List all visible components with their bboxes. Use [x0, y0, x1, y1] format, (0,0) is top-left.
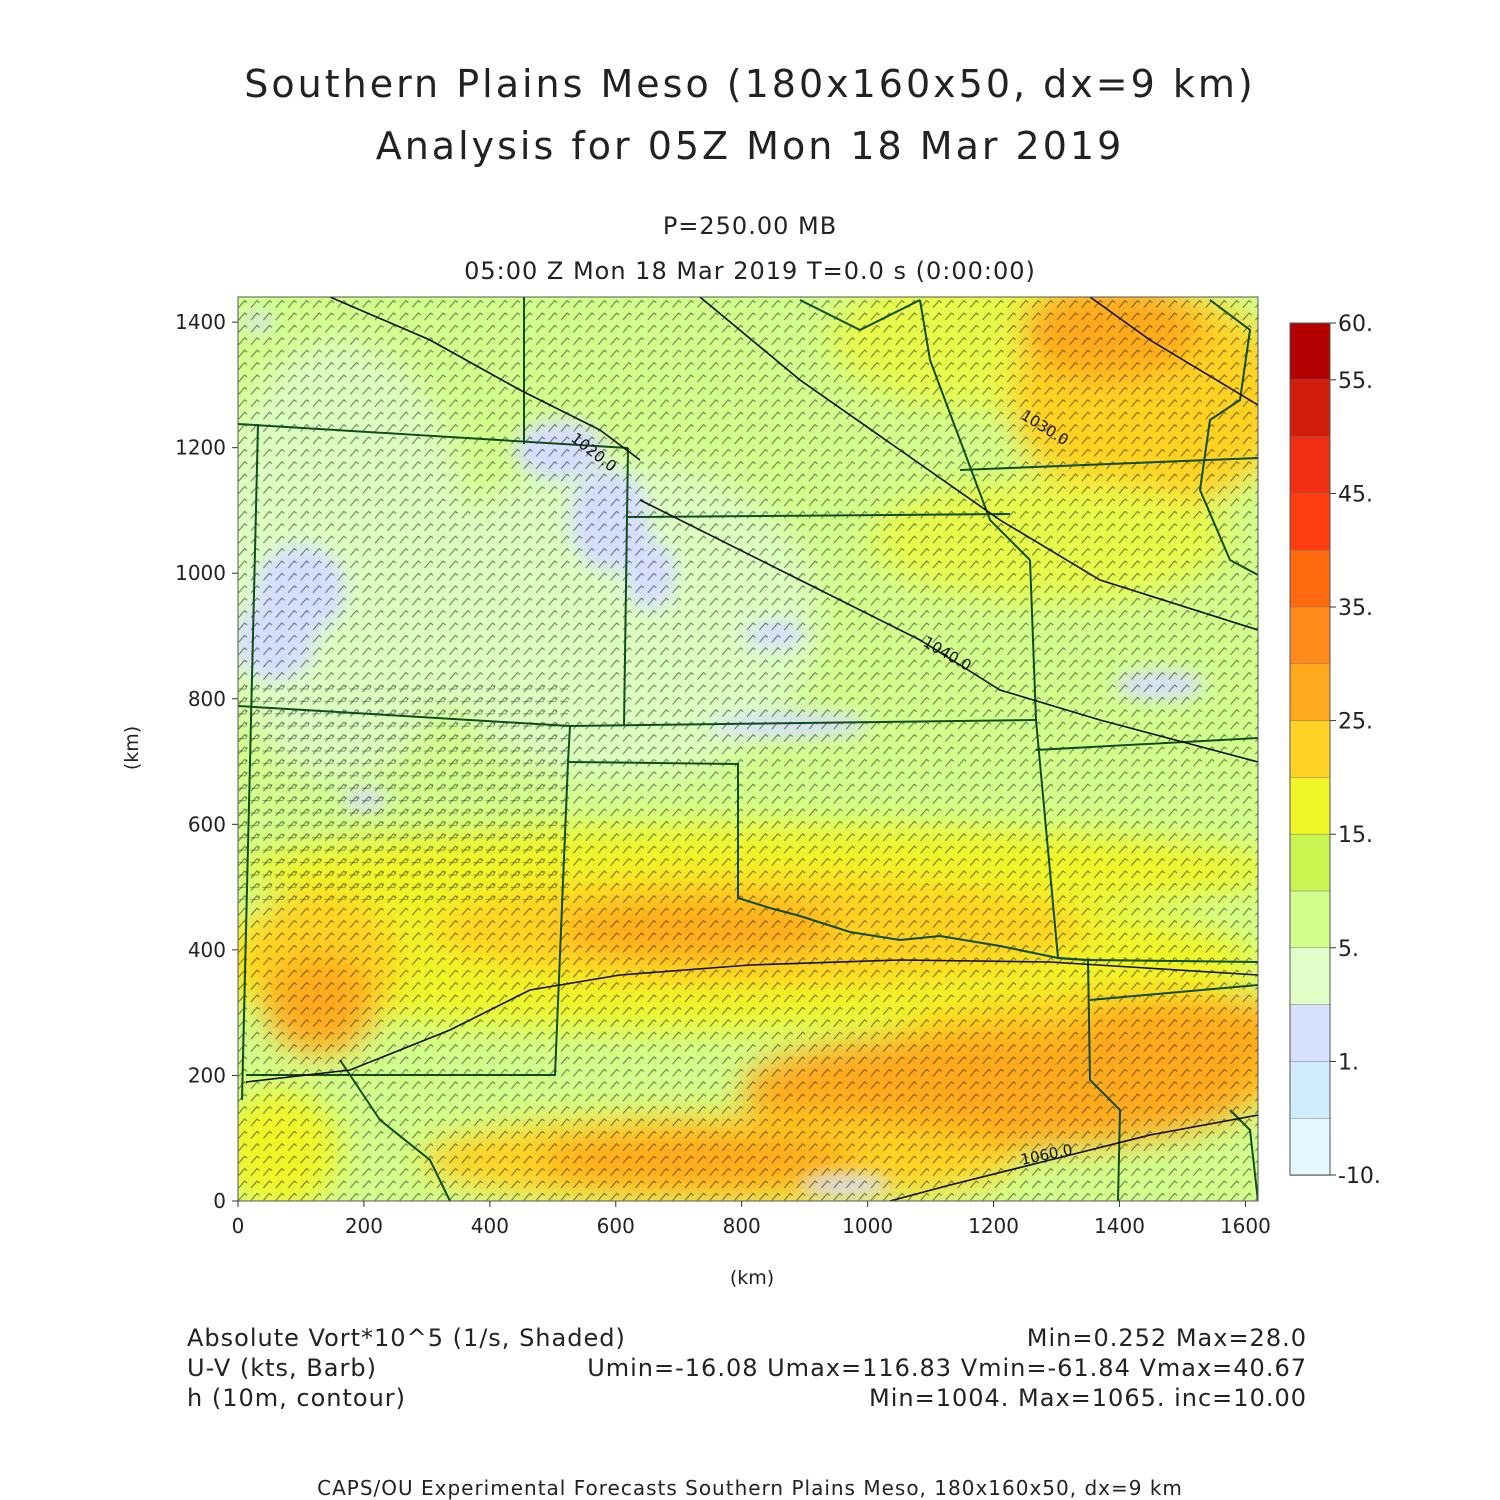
colorbar-label: 15. [1338, 823, 1373, 848]
x-tick-label: 1000 [842, 1214, 893, 1238]
colorbar-swatch [1289, 549, 1331, 608]
colorbar-swatch [1289, 720, 1331, 779]
colorbar-swatch [1289, 436, 1331, 495]
colorbar-swatch [1289, 833, 1331, 892]
colorbar-swatch [1289, 947, 1331, 1006]
colorbar-frame [1289, 322, 1331, 1176]
legend-field3: h (10m, contour) [187, 1384, 407, 1412]
colorbar-swatch [1289, 322, 1331, 381]
legend-field1: Absolute Vort*10^5 (1/s, Shaded) [187, 1324, 626, 1352]
colorbar-label: 1. [1338, 1050, 1359, 1075]
plot-subtitle: Analysis for 05Z Mon 18 Mar 2019 [375, 124, 1125, 168]
y-tick-label: 1200 [175, 436, 226, 460]
colorbar-swatch [1289, 663, 1331, 722]
x-tick-label: 1200 [968, 1214, 1019, 1238]
colorbar-swatch [1289, 890, 1331, 949]
state-boundaries [238, 297, 1258, 1201]
y-tick-label: 200 [188, 1063, 226, 1087]
y-tick-label: 800 [188, 687, 226, 711]
colorbar-swatch [1289, 1004, 1331, 1063]
pressure-level: P=250.00 MB [662, 212, 838, 240]
plot-title: Southern Plains Meso (180x160x50, dx=9 k… [244, 62, 1256, 106]
legend-field2: U-V (kts, Barb) [187, 1354, 377, 1382]
x-tick-label: 1600 [1220, 1214, 1271, 1238]
x-axis: 0 200 400 600 800 1000 1200 1400 1600 [232, 1201, 1271, 1238]
x-axis-label: (km) [730, 1267, 774, 1289]
x-tick-label: 400 [471, 1214, 509, 1238]
y-tick-label: 400 [188, 938, 226, 962]
legend-field1-stats: Min=0.252 Max=28.0 [1026, 1324, 1307, 1352]
colorbar: 60. 55. 45. 35. 25. 15. 5. 1. -10. [1289, 312, 1381, 1189]
valid-time: 05:00 Z Mon 18 Mar 2019 T=0.0 s (0:00:00… [464, 257, 1036, 285]
legend-field2-stats: Umin=-16.08 Umax=116.83 Vmin=-61.84 Vmax… [587, 1354, 1307, 1382]
colorbar-swatch [1289, 1061, 1331, 1119]
x-tick-label: 200 [345, 1214, 383, 1238]
height-contours [245, 297, 1258, 1201]
colorbar-label: 35. [1338, 596, 1373, 621]
colorbar-label: 5. [1338, 937, 1359, 962]
legend-field3-stats: Min=1004. Max=1065. inc=10.00 [869, 1384, 1307, 1412]
y-tick-label: 600 [188, 812, 226, 836]
y-axis: 0 200 400 600 800 1000 1200 1400 [175, 310, 238, 1213]
y-axis-label: (km) [121, 726, 143, 770]
map-panel: 1020.0 1030.0 1040.0 1060.0 [237, 296, 1259, 1202]
colorbar-swatch [1289, 1117, 1331, 1176]
footer-credit: CAPS/OU Experimental Forecasts Southern … [317, 1476, 1183, 1500]
colorbar-label: 45. [1338, 482, 1373, 507]
x-tick-label: 0 [232, 1214, 245, 1238]
x-tick-label: 600 [597, 1214, 635, 1238]
x-tick-label: 800 [723, 1214, 761, 1238]
colorbar-swatch [1289, 606, 1331, 665]
x-tick-label: 1400 [1094, 1214, 1145, 1238]
plot-frame [237, 296, 1259, 1202]
y-tick-label: 1000 [175, 561, 226, 585]
colorbar-label: 55. [1338, 369, 1373, 394]
colorbar-swatch [1289, 493, 1331, 551]
colorbar-label: 60. [1338, 312, 1373, 337]
y-tick-label: 0 [213, 1189, 226, 1213]
colorbar-label: 25. [1338, 710, 1373, 735]
colorbar-label: -10. [1338, 1164, 1381, 1189]
colorbar-swatch [1289, 379, 1331, 438]
y-tick-label: 1400 [175, 310, 226, 334]
colorbar-swatch [1289, 777, 1331, 835]
